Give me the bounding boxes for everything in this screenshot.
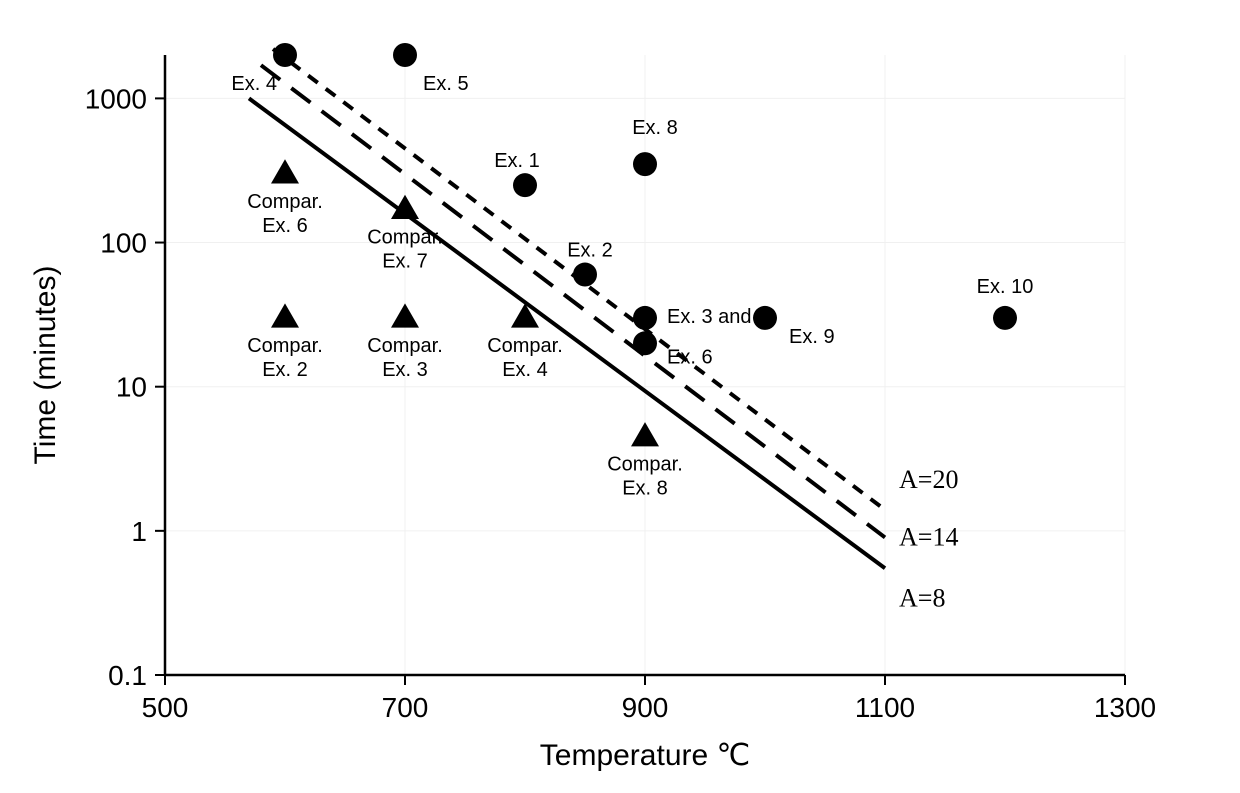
data-point-label: Ex. 10 <box>977 276 1034 298</box>
data-point-circle <box>633 331 657 355</box>
data-point-circle <box>633 152 657 176</box>
data-point-circle <box>273 43 297 67</box>
data-point-circle <box>993 306 1017 330</box>
data-point-circle <box>573 263 597 287</box>
trend-line-label: A=8 <box>899 583 945 612</box>
y-tick-label: 1 <box>131 516 147 547</box>
x-tick-label: 700 <box>382 692 429 723</box>
trend-line-label: A=14 <box>899 522 958 551</box>
data-point-circle <box>393 43 417 67</box>
y-tick-label: 10 <box>116 372 147 403</box>
x-tick-label: 500 <box>142 692 189 723</box>
data-point-circle <box>513 173 537 197</box>
data-point-label: Ex. 4 <box>231 73 277 95</box>
data-point-label: Ex. 6 <box>667 346 713 368</box>
data-point-label: Ex. 2 <box>567 240 613 262</box>
x-tick-label: 900 <box>622 692 669 723</box>
data-point-circle <box>753 306 777 330</box>
data-point-label: Ex. 5 <box>423 73 469 95</box>
data-point-label: Ex. 3 and 7 <box>667 306 768 328</box>
chart-container: 500 700 900 1100 1300 0.1 1 10 100 1000 Temperatur… <box>0 0 1240 793</box>
y-axis-title: Time (minutes) <box>29 266 62 465</box>
data-point-circle <box>633 306 657 330</box>
y-tick-label: 100 <box>100 228 147 259</box>
x-axis-title: Temperature ℃ <box>540 739 750 772</box>
data-point-label: Ex. 1 <box>494 150 540 172</box>
data-point-label: Ex. 9 <box>789 326 835 348</box>
x-tick-label: 1100 <box>855 692 915 723</box>
x-tick-label: 1300 <box>1094 692 1156 723</box>
data-point-label: Ex. 8 <box>632 117 678 139</box>
y-tick-label: 1000 <box>85 83 147 114</box>
y-tick-label: 0.1 <box>108 660 147 691</box>
scatter-chart: 500 700 900 1100 1300 0.1 1 10 100 1000 Temperatur… <box>0 0 1240 793</box>
trend-line-label: A=20 <box>899 465 958 494</box>
